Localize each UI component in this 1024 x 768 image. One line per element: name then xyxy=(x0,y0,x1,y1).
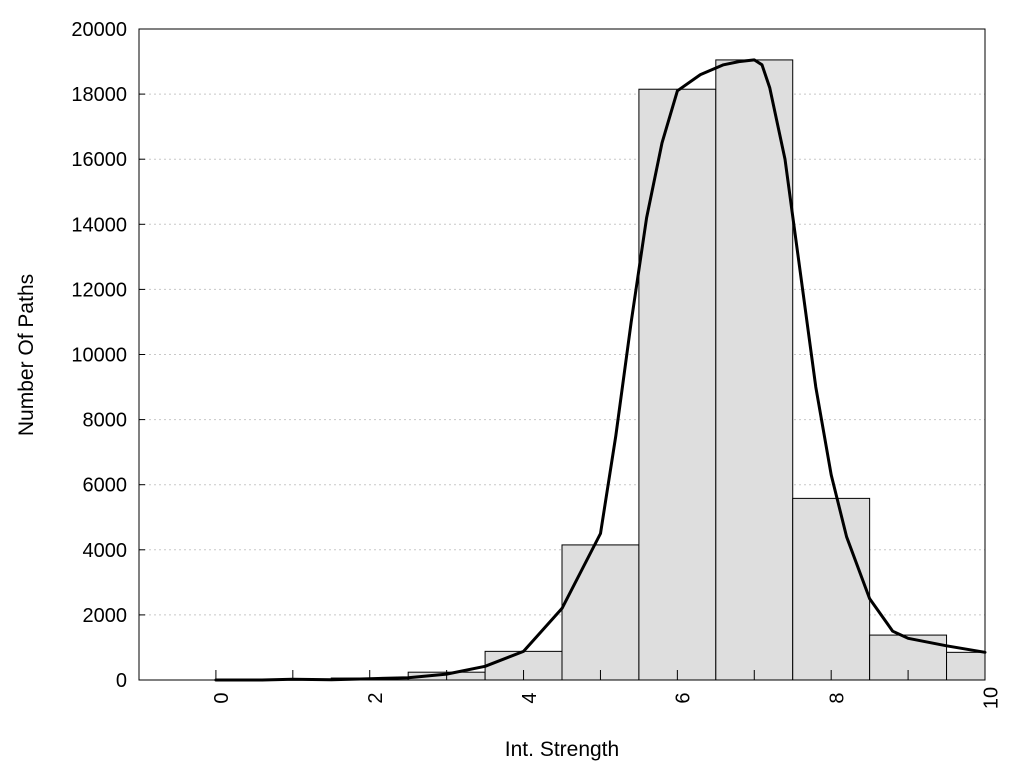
histogram-bar xyxy=(638,88,717,681)
y-tick-label: 6000 xyxy=(83,475,128,497)
x-tick-label: 10 xyxy=(980,687,1002,709)
x-tick-label: 6 xyxy=(673,692,695,703)
y-tick-label: 12000 xyxy=(71,279,127,301)
histogram-bar xyxy=(561,544,640,681)
y-tick-label: 10000 xyxy=(71,345,127,367)
y-tick-label: 4000 xyxy=(83,540,128,562)
y-tick-label: 0 xyxy=(116,670,127,692)
y-tick-label: 14000 xyxy=(71,214,127,236)
y-tick-label: 16000 xyxy=(71,149,127,171)
y-tick-label: 18000 xyxy=(71,84,127,106)
x-tick-label: 0 xyxy=(211,692,233,703)
fit-curve-line xyxy=(214,58,987,682)
fit-curve xyxy=(214,58,987,682)
y-tick-label: 8000 xyxy=(83,410,128,432)
y-tick-label: 20000 xyxy=(71,19,127,41)
histogram-bar xyxy=(792,497,871,681)
x-tick-label: 8 xyxy=(826,692,848,703)
y-tick-label: 2000 xyxy=(83,605,128,627)
bars xyxy=(253,59,986,681)
y-axis-title: Number Of Paths xyxy=(15,274,38,436)
x-tick-label: 2 xyxy=(365,692,387,703)
x-axis-title: Int. Strength xyxy=(505,738,619,761)
axis-ticks: 0 2000 4000 6000 8000 10000 12000 14000 16000 180… xyxy=(71,19,1002,709)
histogram-bar xyxy=(715,59,794,681)
histogram-bar xyxy=(946,651,986,681)
x-tick-label: 4 xyxy=(519,692,541,703)
